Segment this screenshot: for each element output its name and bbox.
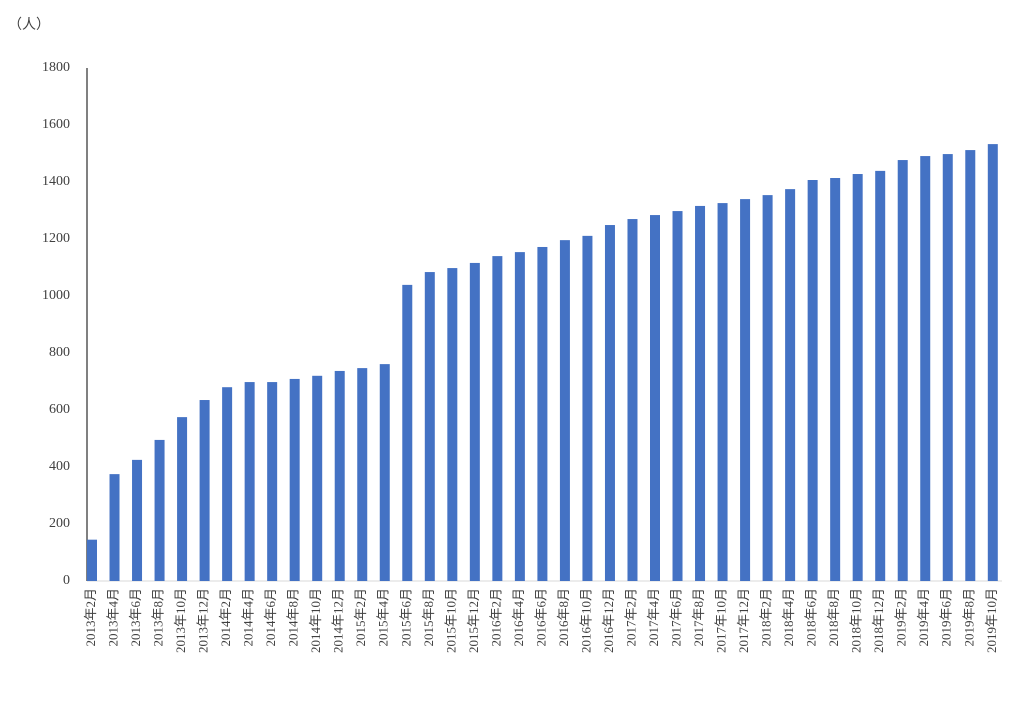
bar: [672, 211, 683, 581]
bar: [740, 199, 751, 581]
bar: [492, 256, 503, 581]
bar: [650, 215, 660, 581]
bar: [357, 368, 368, 581]
bar: [87, 539, 97, 581]
x-tick-label: 2015年6月: [398, 588, 413, 647]
bar: [199, 400, 210, 581]
x-tick-label: 2016年8月: [556, 588, 571, 647]
bar: [447, 268, 458, 581]
x-tick-label: 2014年2月: [218, 588, 233, 647]
bar: [177, 417, 188, 581]
bar: [695, 205, 706, 581]
x-tick-label: 2018年8月: [826, 588, 841, 647]
x-tick-label: 2017年8月: [691, 588, 706, 647]
x-tick-label: 2019年8月: [961, 588, 976, 647]
bar: [312, 375, 323, 581]
bar: [942, 154, 953, 581]
x-tick-label: 2018年12月: [871, 588, 886, 653]
bar: [604, 225, 615, 581]
bar: [830, 178, 841, 581]
x-tick-label: 2013年2月: [83, 588, 98, 647]
x-tick-label: 2018年2月: [759, 588, 774, 647]
bar: [514, 252, 525, 582]
bar: [897, 160, 908, 581]
x-tick-label: 2014年8月: [286, 588, 301, 647]
bar: [785, 189, 796, 581]
y-tick-label: 1200: [42, 231, 70, 246]
y-axis-label: （人）: [8, 17, 50, 33]
x-tick-label: 2013年10月: [173, 588, 188, 653]
x-tick-label: 2016年10月: [578, 588, 593, 653]
x-tick-label: 2017年10月: [714, 588, 729, 653]
bar: [222, 387, 233, 581]
y-tick-label: 1400: [42, 174, 70, 189]
x-tick-label: 2017年2月: [623, 588, 638, 647]
y-tick-label: 600: [49, 402, 70, 417]
y-tick-label: 1000: [42, 288, 70, 303]
x-tick-label: 2019年6月: [939, 588, 954, 647]
bar: [627, 219, 638, 582]
x-tick-label: 2016年4月: [511, 588, 526, 647]
x-tick-label: 2019年10月: [984, 588, 999, 653]
bar: [267, 382, 278, 581]
x-tick-label: 2014年10月: [308, 588, 323, 653]
bar: [852, 174, 863, 581]
y-tick-label: 1600: [42, 117, 70, 132]
bar: [987, 144, 998, 581]
x-tick-label: 2015年8月: [421, 588, 436, 647]
x-tick-label: 2016年6月: [533, 588, 548, 647]
bar: [334, 370, 345, 581]
bar: [424, 272, 435, 581]
y-tick-label: 1800: [42, 60, 70, 75]
x-tick-label: 2014年12月: [331, 588, 346, 653]
x-tick-label: 2017年4月: [646, 588, 661, 647]
y-tick-label: 0: [63, 573, 70, 588]
x-tick-label: 2015年10月: [443, 588, 458, 653]
x-tick-label: 2014年6月: [263, 588, 278, 647]
bar: [244, 382, 255, 581]
bar: [762, 195, 773, 582]
x-tick-label: 2018年4月: [781, 588, 796, 647]
bar: [469, 262, 480, 581]
bar: [717, 203, 728, 581]
x-tick-label: 2016年12月: [601, 588, 616, 653]
bar: [289, 378, 300, 581]
y-tick-label: 200: [49, 516, 70, 531]
x-tick-label: 2018年10月: [849, 588, 864, 653]
x-tick-label: 2015年4月: [376, 588, 391, 647]
bar: [154, 439, 165, 581]
x-tick-label: 2018年6月: [804, 588, 819, 647]
y-tick-label: 400: [49, 459, 70, 474]
bar: [379, 364, 390, 581]
y-tick-label: 800: [49, 345, 70, 360]
bar: [537, 246, 548, 582]
bar: [402, 284, 413, 581]
x-tick-label: 2017年6月: [669, 588, 684, 647]
bar: [109, 474, 120, 581]
x-tick-label: 2017年12月: [736, 588, 751, 653]
x-tick-label: 2019年4月: [916, 588, 931, 647]
x-tick-label: 2015年2月: [353, 588, 368, 647]
x-tick-label: 2015年12月: [466, 588, 481, 653]
x-tick-label: 2014年4月: [241, 588, 256, 647]
bar: [965, 150, 976, 581]
bar: [559, 240, 570, 581]
x-tick-label: 2013年6月: [128, 588, 143, 647]
bar: [920, 156, 931, 581]
x-tick-label: 2016年2月: [488, 588, 503, 647]
x-tick-label: 2013年12月: [196, 588, 211, 653]
bar: [582, 235, 593, 582]
bar: [875, 170, 886, 581]
bar: [132, 459, 143, 581]
x-tick-label: 2019年2月: [894, 588, 909, 647]
x-tick-label: 2013年4月: [106, 588, 121, 647]
bar: [807, 180, 818, 581]
x-tick-label: 2013年8月: [151, 588, 166, 647]
